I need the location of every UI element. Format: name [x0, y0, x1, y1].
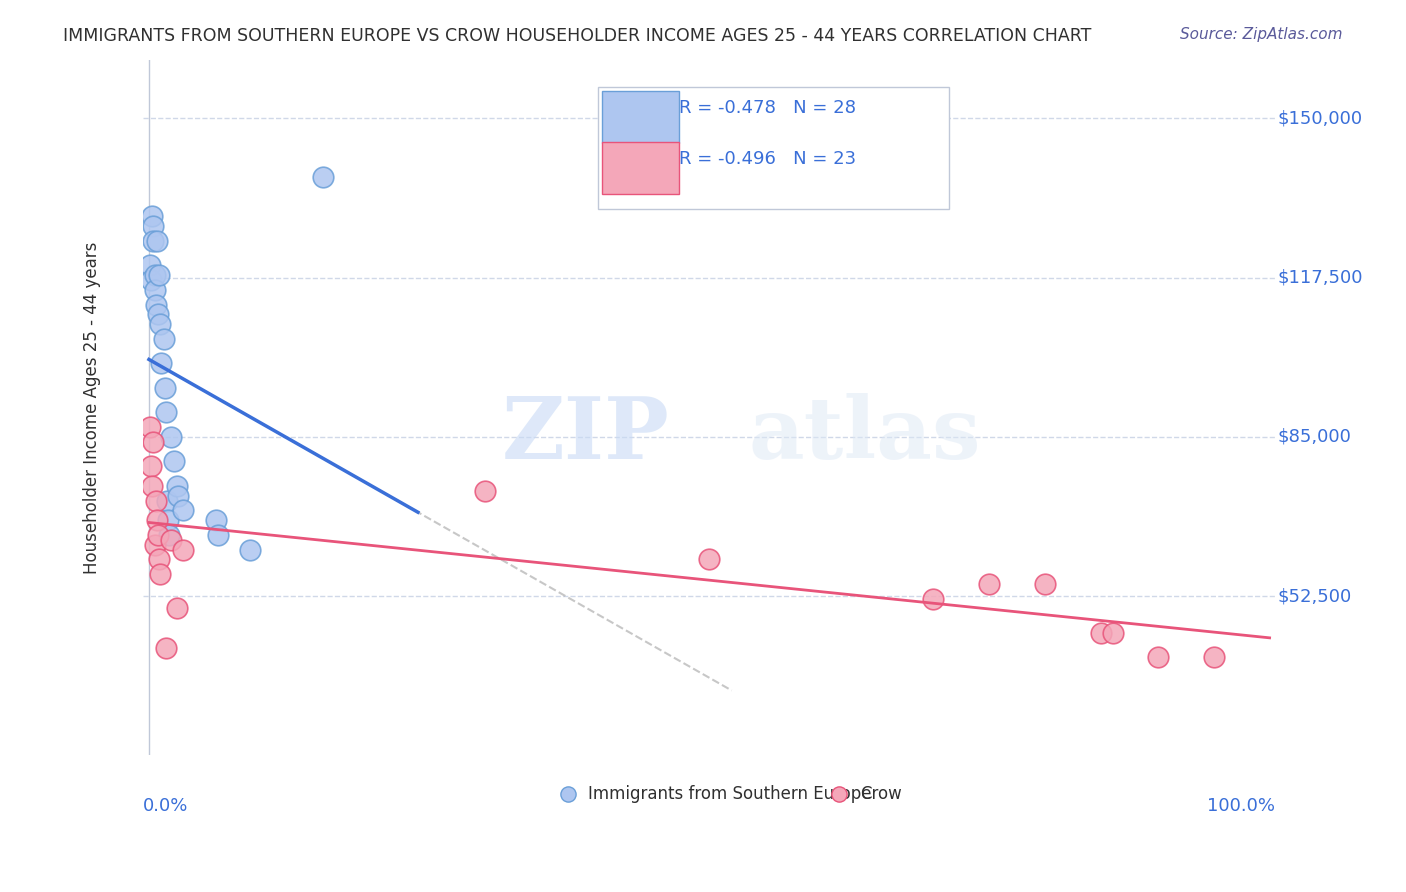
Point — [166, 601, 188, 615]
Point — [141, 459, 163, 474]
Point — [146, 234, 169, 248]
Text: ZIP: ZIP — [502, 393, 669, 477]
FancyBboxPatch shape — [602, 91, 679, 143]
Point — [152, 332, 174, 346]
Point — [145, 493, 167, 508]
Point — [1146, 650, 1168, 665]
Point — [922, 591, 945, 606]
Point — [155, 640, 177, 655]
Point — [142, 234, 165, 248]
Point — [1035, 577, 1057, 591]
Point — [149, 317, 172, 331]
Point — [172, 503, 194, 517]
Text: Crow: Crow — [860, 785, 901, 803]
Point — [1202, 650, 1225, 665]
Point — [1101, 625, 1123, 640]
Point — [141, 210, 163, 224]
Point — [160, 533, 183, 547]
Point — [160, 430, 183, 444]
Text: $117,500: $117,500 — [1278, 268, 1362, 286]
Point — [162, 454, 184, 468]
Point — [145, 297, 167, 311]
Text: Householder Income Ages 25 - 44 years: Householder Income Ages 25 - 44 years — [83, 242, 101, 574]
Point — [827, 847, 849, 861]
Point — [157, 528, 180, 542]
Point — [143, 268, 166, 283]
Text: 100.0%: 100.0% — [1208, 797, 1275, 815]
FancyBboxPatch shape — [599, 87, 949, 210]
Point — [148, 268, 170, 283]
Point — [155, 405, 177, 419]
Point — [979, 577, 1001, 591]
Text: Immigrants from Southern Europe: Immigrants from Southern Europe — [588, 785, 872, 803]
Point — [207, 528, 229, 542]
Text: Source: ZipAtlas.com: Source: ZipAtlas.com — [1180, 27, 1343, 42]
Point — [148, 552, 170, 566]
Point — [139, 259, 162, 273]
Point — [141, 479, 163, 493]
Point — [146, 307, 169, 321]
Point — [142, 219, 165, 234]
Point — [172, 542, 194, 557]
Point — [558, 847, 581, 861]
Point — [146, 513, 169, 527]
FancyBboxPatch shape — [602, 142, 679, 194]
Point — [697, 552, 720, 566]
Text: atlas: atlas — [749, 393, 981, 477]
Point — [139, 420, 162, 434]
Point — [150, 356, 173, 370]
Point — [166, 479, 188, 493]
Point — [1090, 625, 1112, 640]
Text: $150,000: $150,000 — [1278, 110, 1362, 128]
Point — [156, 513, 179, 527]
Text: R = -0.496   N = 23: R = -0.496 N = 23 — [679, 150, 856, 168]
Point — [143, 283, 166, 297]
Point — [153, 381, 176, 395]
Point — [146, 528, 169, 542]
Text: IMMIGRANTS FROM SOUTHERN EUROPE VS CROW HOUSEHOLDER INCOME AGES 25 - 44 YEARS CO: IMMIGRANTS FROM SOUTHERN EUROPE VS CROW … — [63, 27, 1091, 45]
Point — [311, 170, 333, 185]
Text: $85,000: $85,000 — [1278, 428, 1351, 446]
Point — [156, 493, 179, 508]
Text: $52,500: $52,500 — [1278, 587, 1351, 605]
Text: 0.0%: 0.0% — [143, 797, 188, 815]
Point — [142, 434, 165, 449]
Point — [143, 538, 166, 552]
Text: R = -0.478   N = 28: R = -0.478 N = 28 — [679, 99, 856, 118]
Point — [474, 483, 496, 498]
Point — [149, 567, 172, 582]
Point — [205, 513, 228, 527]
Point — [141, 273, 163, 287]
Point — [167, 489, 190, 503]
Point — [239, 542, 262, 557]
